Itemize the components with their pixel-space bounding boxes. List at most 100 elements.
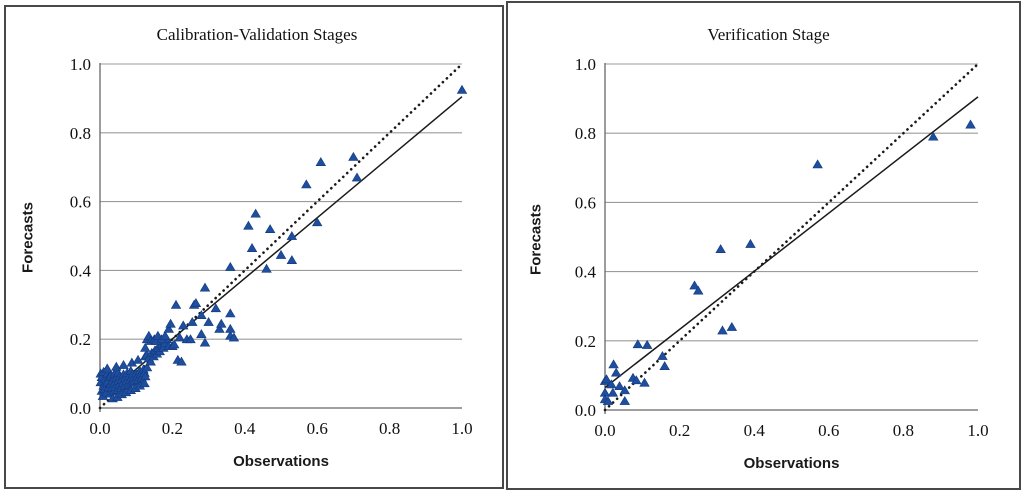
data-point-triangle bbox=[610, 367, 622, 377]
data-point-triangle bbox=[715, 244, 726, 254]
data-point-triangle bbox=[246, 243, 258, 252]
data-point-triangle bbox=[185, 334, 196, 344]
data-point-triangle bbox=[351, 172, 363, 182]
data-point-triangle bbox=[243, 220, 254, 230]
data-point-triangle bbox=[225, 323, 236, 333]
y-tick-label: 1.0 bbox=[575, 55, 596, 74]
data-point-triangle bbox=[348, 151, 359, 161]
y-tick-label: 0.2 bbox=[70, 330, 91, 349]
data-point-triangle bbox=[717, 325, 728, 335]
data-point-triangle bbox=[631, 375, 642, 385]
x-tick-label: 0.2 bbox=[162, 419, 183, 438]
data-point-triangle bbox=[199, 337, 211, 347]
y-tick-label: 0.8 bbox=[70, 124, 91, 143]
data-point-triangle bbox=[163, 323, 175, 333]
data-point-triangle bbox=[210, 303, 222, 313]
y-tick-label: 0.4 bbox=[575, 263, 597, 282]
data-point-triangle bbox=[165, 318, 176, 328]
data-point-triangle bbox=[187, 317, 198, 326]
data-point-triangle bbox=[132, 354, 144, 364]
data-point-triangle bbox=[928, 131, 939, 141]
data-point-triangle bbox=[315, 157, 327, 166]
x-axis-title: Observations bbox=[233, 453, 329, 470]
data-point-triangle bbox=[250, 208, 261, 218]
y-tick-label: 0.6 bbox=[70, 193, 91, 212]
data-point-triangle bbox=[745, 238, 756, 248]
data-point-triangle bbox=[199, 282, 211, 292]
data-point-triangle bbox=[606, 379, 617, 389]
data-point-triangle bbox=[141, 362, 153, 372]
data-point-triangle bbox=[689, 280, 700, 290]
calibration-validation-panel: Calibration-Validation Stages Forecasts … bbox=[4, 5, 504, 489]
data-point-triangle bbox=[614, 381, 625, 391]
data-point-triangle bbox=[286, 231, 298, 240]
data-point-triangle bbox=[965, 119, 976, 129]
data-point-triangle bbox=[657, 351, 668, 360]
data-point-triangle bbox=[275, 249, 287, 259]
data-point-triangle bbox=[196, 329, 207, 338]
x-tick-label: 0.4 bbox=[234, 419, 256, 438]
data-point-triangle bbox=[102, 363, 113, 373]
data-point-triangle bbox=[176, 356, 187, 366]
data-point-triangle bbox=[301, 179, 312, 189]
one-to-one-line bbox=[603, 62, 980, 412]
data-point-triangle bbox=[225, 261, 236, 271]
chart-title: Calibration-Validation Stages bbox=[156, 25, 358, 44]
data-point-triangle bbox=[139, 378, 150, 388]
data-point-triangle bbox=[639, 377, 650, 387]
data-point-triangle bbox=[178, 320, 189, 330]
x-axis-title: Observations bbox=[743, 455, 840, 472]
data-point-triangle bbox=[619, 396, 630, 405]
x-tick-label: 1.0 bbox=[967, 421, 988, 440]
data-point-triangle bbox=[659, 361, 670, 370]
chart-title: Verification Stage bbox=[707, 25, 830, 44]
data-point-triangle bbox=[170, 299, 182, 309]
y-tick-label: 0.4 bbox=[70, 261, 92, 280]
data-point-triangle bbox=[607, 387, 619, 397]
y-tick-label: 0.2 bbox=[575, 332, 596, 351]
data-point-triangle bbox=[174, 332, 185, 342]
data-point-triangle bbox=[203, 317, 214, 326]
x-tick-label: 0.8 bbox=[379, 419, 400, 438]
trend-line bbox=[604, 96, 979, 389]
y-tick-label: 0.6 bbox=[575, 193, 596, 212]
data-point-triangle bbox=[196, 310, 207, 320]
data-point-triangle bbox=[602, 396, 614, 405]
calibration-validation-scatter-plot: 0.0 0.2 0.4 0.6 0.8 1.0 0.0 0.2 0.4 0.6 0.8 1.0 bbox=[70, 55, 473, 438]
verification-panel: Verification Stage Forecasts 0.0 0.2 0.4 0.… bbox=[506, 1, 1021, 490]
data-point-triangle bbox=[608, 359, 619, 369]
data-point-triangle bbox=[228, 332, 240, 342]
data-point-triangle bbox=[111, 361, 122, 371]
data-point-triangle bbox=[190, 298, 202, 307]
data-point-triangle bbox=[812, 159, 823, 169]
x-tick-label: 0.6 bbox=[818, 421, 839, 440]
x-tick-label: 0.6 bbox=[307, 419, 328, 438]
data-point-triangle bbox=[118, 360, 129, 369]
data-point-triangle bbox=[216, 318, 227, 328]
y-tick-label: 1.0 bbox=[70, 55, 91, 74]
y-tick-label: 0.0 bbox=[70, 399, 91, 418]
data-point-triangle bbox=[168, 339, 180, 349]
data-point-triangle bbox=[726, 321, 738, 331]
x-tick-label: 0.2 bbox=[669, 421, 690, 440]
data-point-triangle bbox=[145, 356, 156, 366]
data-point-triangle bbox=[601, 374, 612, 384]
data-point-triangle bbox=[140, 342, 151, 352]
data-point-triangle bbox=[641, 339, 653, 349]
data-point-triangle bbox=[619, 385, 630, 395]
x-tick-label: 0.8 bbox=[893, 421, 914, 440]
data-point-triangle bbox=[456, 84, 468, 94]
y-tick-label: 0.8 bbox=[575, 124, 596, 143]
y-tick-label: 0.0 bbox=[575, 401, 596, 420]
data-point-triangle bbox=[311, 217, 323, 227]
data-point-triangle bbox=[261, 263, 272, 273]
verification-scatter-plot: 0.0 0.2 0.4 0.6 0.8 1.0 0.0 0.2 0.4 0.6 0.8 1.0 bbox=[575, 55, 989, 440]
x-tick-label: 0.4 bbox=[744, 421, 766, 440]
data-point-triangle bbox=[225, 308, 236, 318]
x-tick-label: 0.0 bbox=[89, 419, 110, 438]
data-point-triangle bbox=[159, 330, 171, 340]
data-point-triangle bbox=[214, 323, 225, 333]
data-point-triangle bbox=[632, 339, 644, 349]
data-point-triangle bbox=[264, 224, 276, 234]
